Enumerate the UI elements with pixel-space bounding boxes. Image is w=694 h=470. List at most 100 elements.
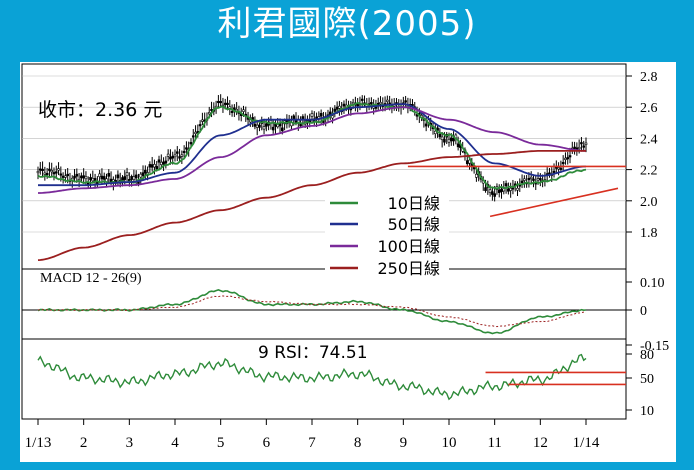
candle-body bbox=[150, 164, 154, 168]
candle-body bbox=[374, 106, 378, 109]
legend-label-ma100: 100日線 bbox=[377, 237, 440, 256]
candle-body bbox=[436, 127, 439, 131]
price-y-tick-label: 2.2 bbox=[640, 164, 658, 179]
macd-y-tick-label: 0.10 bbox=[640, 276, 665, 291]
candle-body bbox=[342, 103, 346, 107]
x-tick-label: 3 bbox=[126, 435, 134, 451]
x-tick-label: 6 bbox=[263, 435, 271, 451]
candle-body bbox=[253, 123, 257, 127]
candle-body bbox=[577, 146, 581, 150]
candle-body bbox=[447, 138, 451, 143]
candle-body bbox=[491, 191, 494, 195]
candle-body bbox=[144, 169, 147, 174]
candle-body bbox=[271, 126, 275, 131]
x-tick-label: 10 bbox=[442, 435, 457, 451]
candle-body bbox=[484, 187, 487, 191]
candle-body bbox=[57, 168, 60, 171]
candle-body bbox=[292, 115, 296, 120]
price-y-tick-label: 2.0 bbox=[640, 195, 658, 210]
candle-body bbox=[162, 161, 165, 165]
candle-body bbox=[130, 176, 133, 180]
x-tick-label: 4 bbox=[171, 435, 179, 451]
rsi-panel-frame bbox=[21, 338, 627, 420]
candle-body bbox=[169, 156, 172, 160]
candle-body bbox=[207, 112, 211, 115]
candle-body bbox=[242, 109, 245, 112]
support-line bbox=[489, 187, 619, 218]
candle-body bbox=[153, 164, 156, 168]
candle-body bbox=[173, 154, 177, 158]
candle-body bbox=[64, 175, 67, 178]
candle-body bbox=[98, 173, 101, 178]
candle-body bbox=[198, 124, 202, 127]
candle-body bbox=[552, 170, 556, 173]
candle-body bbox=[255, 124, 259, 128]
candle-body bbox=[102, 176, 106, 180]
chart-panel: 2.8 2.6 2.4 2.2 2.0 1.8 0.10 0 -0.15 80 50 10 1/13 2 3… bbox=[20, 62, 676, 462]
candle-body bbox=[493, 193, 496, 197]
candle-body bbox=[433, 130, 437, 135]
candle-body bbox=[157, 159, 161, 163]
candle-body bbox=[527, 178, 531, 181]
x-tick-label: 9 bbox=[400, 435, 408, 451]
rsi-y-tick-label: 80 bbox=[640, 348, 654, 363]
candle-body bbox=[360, 98, 364, 101]
candle-body bbox=[80, 175, 83, 179]
candle-body bbox=[440, 136, 444, 141]
candle-body bbox=[160, 161, 163, 165]
candle-body bbox=[223, 102, 227, 105]
candle-body bbox=[386, 99, 389, 102]
candle-body bbox=[379, 102, 382, 105]
candle-body bbox=[465, 160, 469, 165]
x-tick-label: 1/13 bbox=[25, 435, 52, 451]
candle-body bbox=[561, 161, 565, 165]
candle-body bbox=[566, 157, 570, 160]
candle-body bbox=[536, 178, 540, 181]
price-y-tick-label: 1.8 bbox=[640, 226, 658, 241]
ma50-line bbox=[38, 103, 586, 187]
series-lines bbox=[37, 101, 587, 401]
candle-body bbox=[497, 189, 501, 193]
candle-body bbox=[523, 178, 526, 181]
candle-body bbox=[82, 175, 85, 179]
candle-body bbox=[123, 176, 127, 180]
candle-body bbox=[438, 133, 442, 138]
x-tick-label: 8 bbox=[354, 435, 362, 451]
close-label: 收市：2.36 元 bbox=[38, 99, 162, 121]
candle-body bbox=[189, 142, 193, 145]
candle-body bbox=[331, 115, 334, 119]
candle-body bbox=[520, 180, 524, 184]
candle-body bbox=[443, 139, 446, 143]
candle-body bbox=[475, 173, 478, 178]
candle-body bbox=[178, 156, 181, 159]
x-tick-label: 11 bbox=[487, 435, 501, 451]
candle-body bbox=[539, 178, 542, 181]
candle-body bbox=[488, 189, 492, 193]
candle-body bbox=[235, 108, 238, 112]
candle-body bbox=[557, 167, 560, 170]
candle-body bbox=[194, 131, 197, 134]
candle-body bbox=[75, 173, 79, 177]
macd-line bbox=[37, 289, 587, 335]
candle-body bbox=[559, 167, 563, 170]
candle-body bbox=[516, 187, 519, 191]
candle-body bbox=[424, 123, 428, 127]
candle-body bbox=[191, 135, 195, 138]
candle-body bbox=[310, 113, 314, 117]
candle-body bbox=[141, 172, 145, 176]
legend: 10日線 50日線 100日線 250日線 bbox=[325, 190, 449, 280]
candle-body bbox=[370, 102, 373, 105]
candle-body bbox=[166, 153, 170, 157]
candle-body bbox=[404, 100, 407, 103]
candle-body bbox=[580, 142, 583, 145]
macd-label: MACD 12 - 26(9) bbox=[40, 271, 142, 286]
candle-body bbox=[125, 172, 129, 176]
rsi-y-tick-label: 50 bbox=[640, 372, 654, 387]
candle-body bbox=[45, 173, 49, 176]
candle-body bbox=[100, 175, 104, 180]
candle-body bbox=[226, 102, 229, 105]
candle-body bbox=[43, 172, 47, 175]
